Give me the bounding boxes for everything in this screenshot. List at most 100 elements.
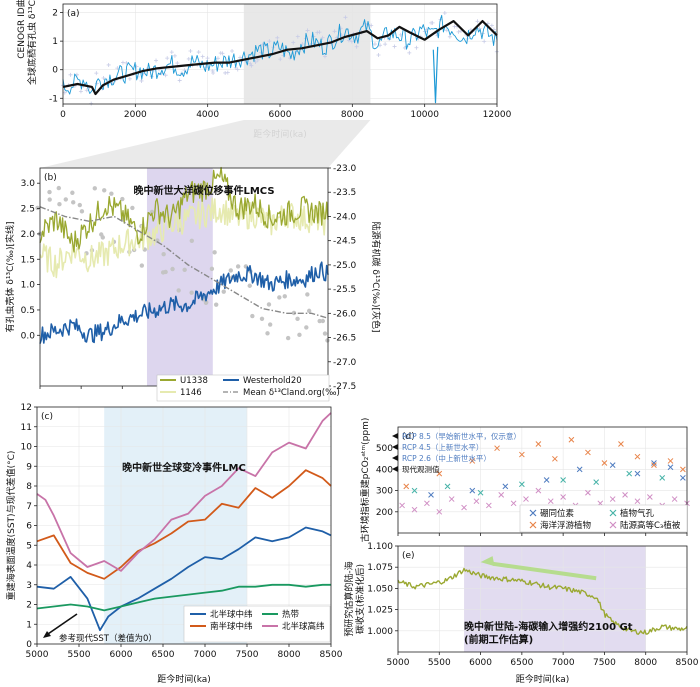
y-tick-b-right-label: -25.0: [333, 261, 357, 271]
scatter-mark-b: [77, 202, 82, 208]
scatter-mark-b: [176, 288, 181, 293]
scatter-mark-b: [120, 196, 125, 202]
y-axis-label-d: 古环境指标重建pCO₂ᵃᵗᵐ(ppm): [359, 418, 371, 543]
scatter-mark-d: [651, 460, 657, 466]
scatter-mark-b: [100, 235, 105, 240]
y-tick-a-label: 1: [52, 37, 58, 47]
y-tick-b-right-label: -27.0: [333, 358, 357, 368]
scatter-mark-a: [115, 66, 120, 71]
scatter-mark-a: [172, 53, 177, 58]
scatter-mark-b: [304, 325, 309, 330]
scatter-mark-a: [354, 44, 359, 49]
y-tick-d-label: 200: [376, 508, 393, 518]
legend-label-c: 北半球中纬: [210, 609, 253, 620]
y-tick-b-left-label: 1.0: [21, 281, 36, 291]
scatter-mark-d: [519, 481, 525, 488]
y-tick-d-label: 400: [376, 465, 393, 475]
legend-label-c: 热带: [282, 609, 300, 620]
scatter-mark-d: [403, 483, 410, 490]
scatter-mark-a: [120, 60, 125, 65]
x-tick-e-label: 8500: [676, 658, 699, 668]
scatter-mark-d: [634, 453, 641, 460]
scatter-mark-b: [317, 318, 322, 324]
legend-label-d: 陆源高等C₃植被: [620, 520, 681, 531]
scatter-mark-a: [291, 40, 296, 45]
scatter-mark-b: [149, 209, 155, 215]
scatter-mark-b: [325, 338, 330, 343]
series-line-c: [36, 412, 332, 572]
x-tick-e-label: 6500: [510, 658, 533, 668]
legend-swatch-d: [609, 509, 617, 517]
legend-label-d: 海洋浮游植物: [540, 520, 592, 531]
scatter-mark-b: [161, 252, 166, 257]
trend-arrowhead-e: [480, 556, 495, 567]
scatter-mark-d: [547, 498, 554, 505]
scatter-mark-b: [228, 268, 234, 273]
scatter-mark-b: [163, 269, 168, 275]
x-tick-e-label: 7500: [593, 658, 616, 668]
trend-arrow-e: [492, 561, 597, 581]
x-tick-c-label: 7000: [194, 650, 217, 660]
scatter-mark-d: [473, 498, 480, 505]
scatter-mark-a: [305, 28, 310, 33]
series-line-b: [39, 166, 329, 253]
scatter-mark-a: [349, 39, 354, 44]
y-axis-label-b-right: 陆源有机碳 δ¹³C(‰)[灰色]: [370, 222, 382, 333]
scatter-mark-b: [285, 335, 291, 341]
scatter-mark-a: [177, 78, 182, 83]
scatter-mark-b: [221, 289, 226, 294]
scatter-mark-d: [424, 500, 430, 507]
legend-label-b: Westerhold20: [243, 376, 302, 386]
scatter-mark-a: [320, 35, 325, 40]
scatter-mark-d: [502, 483, 509, 490]
panel-label-e: (e): [402, 551, 415, 561]
x-tick-c-label: 7500: [236, 650, 259, 660]
scatter-mark-b: [282, 294, 287, 299]
x-tick-c-label: 5500: [68, 650, 91, 660]
y-tick-b-left-label: 3.0: [21, 179, 36, 189]
scatter-mark-d: [634, 470, 641, 477]
scatter-mark-d: [680, 466, 686, 473]
y-tick-d-label: 300: [376, 487, 393, 497]
scatter-mark-a: [165, 56, 170, 61]
y-tick-e-label: 1.000: [367, 627, 393, 637]
scatter-mark-a: [383, 42, 388, 47]
scatter-mark-b: [57, 202, 62, 207]
scatter-mark-b: [182, 267, 187, 273]
x-tick-e-label: 7000: [552, 658, 575, 668]
y-tick-e-label: 1.100: [367, 542, 393, 552]
y-tick-b-left-label: 0.0: [21, 331, 36, 341]
y-tick-a-label: -1: [49, 94, 58, 104]
y-tick-c-label: 11: [21, 423, 32, 433]
scatter-mark-d: [494, 445, 500, 452]
scatter-mark-b: [322, 331, 328, 336]
x-axis-label-c: 距今时间(ka): [157, 673, 211, 685]
scatter-mark-b: [266, 302, 272, 307]
scatter-mark-d: [461, 504, 467, 511]
series-line-a-blue: [62, 14, 498, 95]
y-tick-a-label: 0: [52, 66, 58, 76]
scatter-mark-d: [634, 498, 641, 505]
y-axis-label-e: 预研究估算的陆-海碳收支(标准化后): [343, 561, 366, 636]
scatter-mark-a: [332, 29, 337, 34]
scatter-mark-d: [477, 489, 484, 496]
scatter-mark-d: [411, 487, 418, 494]
scatter-mark-b: [35, 205, 40, 211]
scatter-mark-b: [277, 295, 282, 300]
legend-label-b: 1146: [180, 388, 202, 398]
scatter-mark-a: [482, 39, 487, 44]
series-line-b: [39, 261, 329, 344]
scatter-mark-d: [609, 462, 616, 469]
scatter-mark-d: [519, 451, 525, 458]
scatter-mark-a: [225, 70, 230, 75]
scatter-mark-d: [680, 475, 686, 481]
scatter-mark-a: [186, 56, 191, 61]
scatter-mark-a: [169, 50, 174, 55]
y-axis-label-b-left: 有孔虫壳体 δ¹³C(‰)[实线]: [4, 222, 16, 333]
scatter-mark-b: [306, 308, 312, 314]
scatter-mark-b: [102, 188, 107, 193]
x-tick-a-label: 12000: [483, 110, 512, 120]
y-tick-c-label: 10: [21, 443, 33, 453]
scatter-mark-b: [189, 290, 194, 295]
x-tick-c-label: 6500: [152, 650, 175, 660]
